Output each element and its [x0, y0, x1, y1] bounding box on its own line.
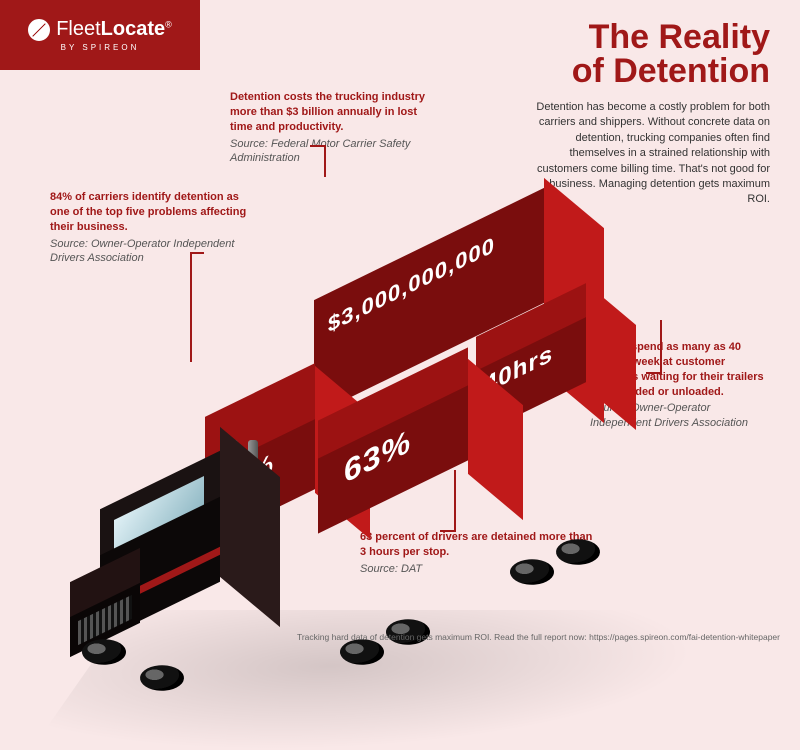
brand-word-a: Fleet: [56, 18, 100, 40]
leader-line: [310, 145, 326, 147]
truck-wheel: [553, 538, 603, 567]
brand-icon: [28, 19, 50, 41]
callout-head: Detention costs the trucking industry mo…: [230, 90, 440, 135]
title-line-2: of Detention: [572, 54, 770, 88]
truck-illustration: $3,000,000,000 40hrs 84% 63%: [40, 150, 680, 590]
page-title: The Reality of Detention: [572, 20, 770, 88]
brand-name: FleetLocate®: [28, 18, 172, 41]
brand-logo: FleetLocate® BY SPIREON: [0, 0, 200, 70]
truck-wheel: [507, 558, 557, 587]
title-line-1: The Reality: [572, 20, 770, 54]
footer-text: Tracking hard data of detention gets max…: [297, 632, 780, 642]
brand-subtitle: BY SPIREON: [61, 43, 140, 52]
brand-word-b: Locate: [101, 18, 165, 40]
truck-cab: [70, 470, 270, 650]
